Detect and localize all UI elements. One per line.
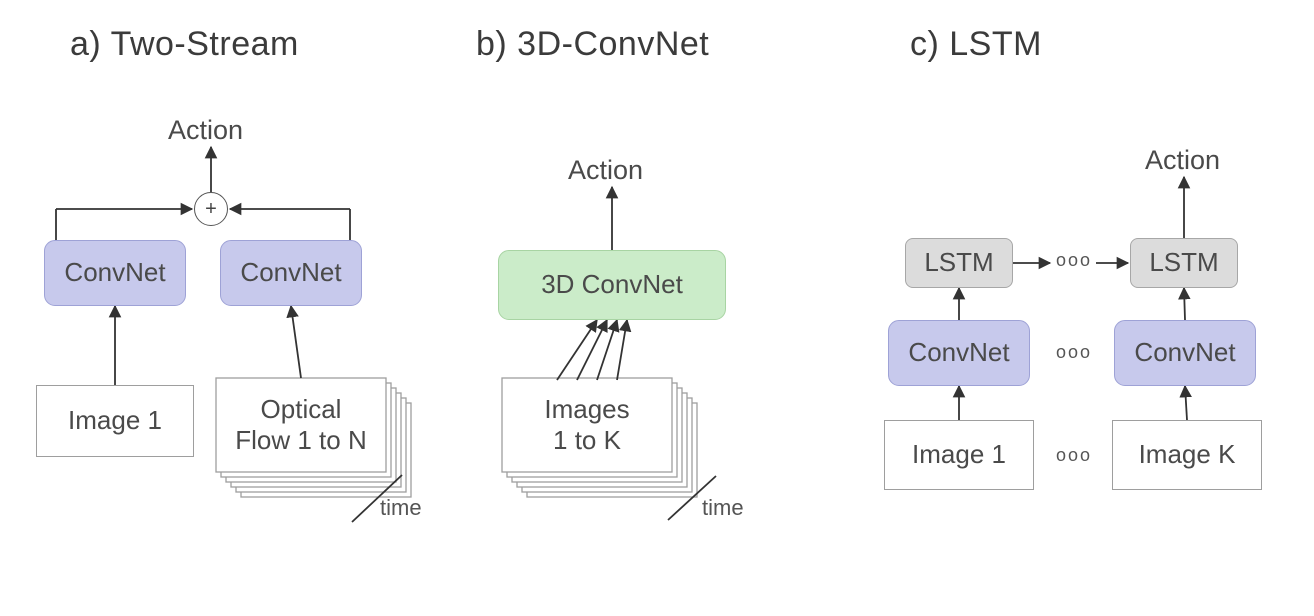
- panel-c-lstm-right: LSTM: [1130, 238, 1238, 288]
- panel-b-title: b) 3D-ConvNet: [476, 25, 709, 64]
- panel-c-convnet-right: ConvNet: [1114, 320, 1256, 386]
- panel-b-time-label: time: [702, 495, 744, 521]
- panel-c-convnet-left: ConvNet: [888, 320, 1030, 386]
- plus-fusion-node: +: [194, 192, 228, 226]
- panel-c-lstm-left: LSTM: [905, 238, 1013, 288]
- panel-a-time-label: time: [380, 495, 422, 521]
- panel-c-dots-lstm: ooo: [1056, 250, 1092, 271]
- panel-c-action-label: Action: [1145, 145, 1220, 176]
- panel-b-action-label: Action: [568, 155, 643, 186]
- panel-a-image1-box: Image 1: [36, 385, 194, 457]
- panel-b-images-box: Images 1 to K: [502, 378, 672, 472]
- panel-c-dots-img: ooo: [1056, 445, 1092, 466]
- panel-c-dots-conv: ooo: [1056, 342, 1092, 363]
- panel-a-convnet-right: ConvNet: [220, 240, 362, 306]
- panel-c-imagek-box: Image K: [1112, 420, 1262, 490]
- panel-c-title: c) LSTM: [910, 25, 1042, 64]
- panel-a-title: a) Two-Stream: [70, 25, 299, 64]
- panel-a-action-label: Action: [168, 115, 243, 146]
- panel-c-image1-box: Image 1: [884, 420, 1034, 490]
- panel-b-3dconvnet: 3D ConvNet: [498, 250, 726, 320]
- panel-a-optical-flow-box: Optical Flow 1 to N: [216, 378, 386, 472]
- panel-a-convnet-left: ConvNet: [44, 240, 186, 306]
